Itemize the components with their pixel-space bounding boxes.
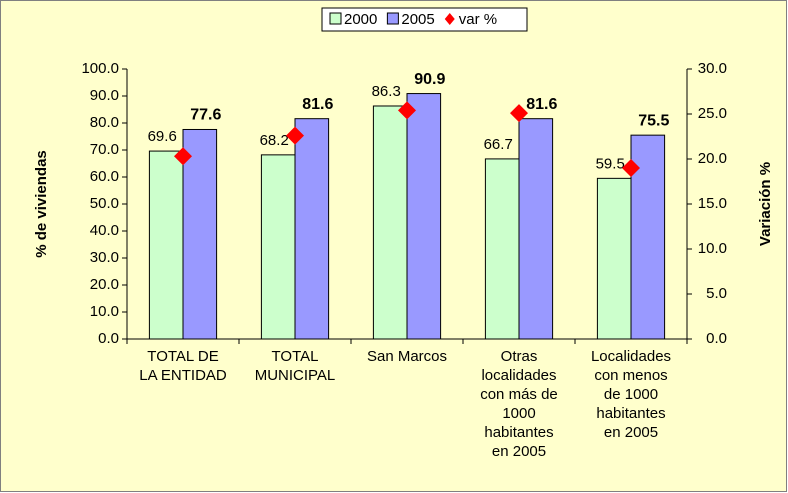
marker bbox=[174, 147, 192, 166]
y-tick-label: 80.0 bbox=[90, 114, 119, 131]
y2-tick-label: 25.0 bbox=[698, 105, 727, 122]
y-tick-label: 40.0 bbox=[90, 222, 119, 239]
x-tick-label: MUNICIPAL bbox=[255, 367, 336, 384]
bar bbox=[294, 118, 330, 340]
x-tick-label: habitantes bbox=[484, 424, 553, 441]
value-label: 75.5 bbox=[638, 112, 669, 129]
y-tick-label: 90.0 bbox=[90, 87, 119, 104]
y-tick-label: 30.0 bbox=[90, 249, 119, 266]
value-label: 90.9 bbox=[414, 71, 445, 88]
x-tick-label: en 2005 bbox=[604, 424, 658, 441]
y-tick-label: 0.0 bbox=[98, 330, 119, 347]
bar bbox=[518, 118, 554, 340]
bar bbox=[182, 128, 218, 340]
value-label: 59.5 bbox=[596, 155, 625, 172]
x-tick-label: con más de bbox=[480, 386, 558, 403]
bar bbox=[372, 105, 408, 340]
value-label: 66.7 bbox=[484, 136, 513, 153]
value-label: 68.2 bbox=[260, 132, 289, 149]
y-tick-label: 50.0 bbox=[90, 195, 119, 212]
x-tick-label: Localidades bbox=[591, 348, 671, 365]
value-label: 81.6 bbox=[302, 96, 333, 113]
y-tick-label: 100.0 bbox=[81, 60, 119, 77]
y2-axis-title: Variación % bbox=[757, 162, 774, 246]
x-tick-label: San Marcos bbox=[367, 348, 447, 365]
x-tick-label: TOTAL bbox=[272, 348, 319, 365]
x-tick-label: con menos bbox=[594, 367, 667, 384]
y-tick-label: 60.0 bbox=[90, 168, 119, 185]
legend-swatch bbox=[386, 12, 399, 25]
legend-label: 2000 bbox=[344, 11, 377, 28]
y2-tick-label: 15.0 bbox=[698, 195, 727, 212]
y2-tick-label: 10.0 bbox=[698, 240, 727, 257]
y2-tick-label: 30.0 bbox=[698, 60, 727, 77]
value-label: 81.6 bbox=[526, 96, 557, 113]
y-axis-title: % de viviendas bbox=[33, 150, 50, 258]
y-tick-label: 70.0 bbox=[90, 141, 119, 158]
y2-tick-label: 20.0 bbox=[698, 150, 727, 167]
bar bbox=[406, 93, 442, 340]
bar bbox=[260, 154, 296, 340]
marker bbox=[510, 104, 528, 123]
y2-tick-label: 5.0 bbox=[706, 285, 727, 302]
x-tick-label: de 1000 bbox=[604, 386, 658, 403]
legend-label: 2005 bbox=[401, 11, 434, 28]
x-tick-label: TOTAL DE bbox=[147, 348, 218, 365]
marker bbox=[286, 126, 304, 145]
value-label: 86.3 bbox=[372, 83, 401, 100]
x-tick-label: 1000 bbox=[502, 405, 535, 422]
x-tick-label: en 2005 bbox=[492, 443, 546, 460]
value-label: 69.6 bbox=[148, 128, 177, 145]
x-tick-label: LA ENTIDAD bbox=[139, 367, 227, 384]
x-tick-label: Otras bbox=[501, 348, 538, 365]
marker bbox=[622, 159, 640, 177]
legend-marker bbox=[444, 13, 455, 25]
y-tick-label: 10.0 bbox=[90, 303, 119, 320]
y-tick-label: 20.0 bbox=[90, 276, 119, 293]
bar bbox=[148, 150, 184, 340]
value-label: 77.6 bbox=[190, 107, 221, 124]
marker bbox=[398, 101, 416, 120]
x-tick-label: localidades bbox=[481, 367, 556, 384]
legend-swatch bbox=[329, 12, 342, 25]
legend-label: var % bbox=[459, 11, 497, 28]
bar bbox=[596, 177, 632, 340]
legend-box bbox=[321, 7, 528, 32]
bar bbox=[484, 158, 520, 340]
x-tick-label: habitantes bbox=[596, 405, 665, 422]
y2-tick-label: 0.0 bbox=[706, 330, 727, 347]
